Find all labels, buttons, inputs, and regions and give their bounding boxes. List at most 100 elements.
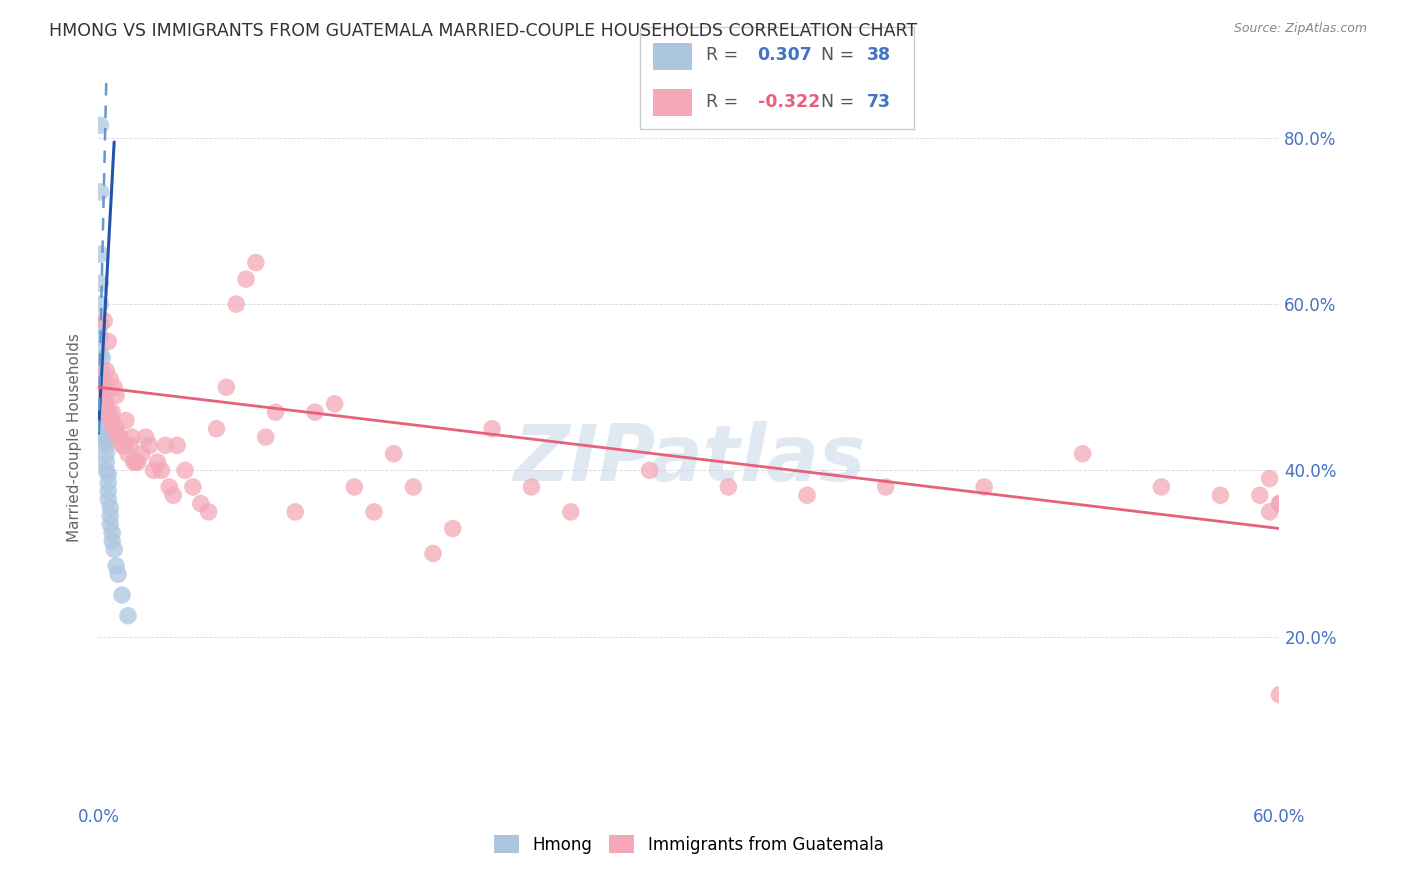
Point [97, 484, 120, 499]
Point [131, 447, 153, 461]
Text: 73: 73 [868, 93, 891, 111]
Text: Source: ZipAtlas.com: Source: ZipAtlas.com [1233, 22, 1367, 36]
Text: HMONG VS IMMIGRANTS FROM GUATEMALA MARRIED-COUPLE HOUSEHOLDS CORRELATION CHART: HMONG VS IMMIGRANTS FROM GUATEMALA MARRI… [49, 22, 917, 40]
Point [422, 546, 444, 560]
Point [284, 505, 307, 519]
Point [264, 405, 287, 419]
Point [108, 430, 131, 444]
Point [875, 480, 897, 494]
Point [93, 397, 115, 411]
Point [91, 380, 114, 394]
Point [1268, 497, 1291, 511]
Point [127, 455, 149, 469]
Point [363, 505, 385, 519]
Point [197, 505, 219, 519]
Point [103, 542, 125, 557]
Point [157, 480, 180, 494]
Y-axis label: Married-couple Households: Married-couple Households [67, 333, 83, 541]
Text: N =: N = [821, 46, 853, 64]
Point [235, 272, 257, 286]
Point [101, 405, 124, 419]
Point [93, 417, 115, 432]
Point [89, 247, 111, 261]
Point [135, 430, 157, 444]
Point [89, 297, 111, 311]
Point [166, 438, 188, 452]
Point [101, 533, 124, 548]
Point [560, 505, 582, 519]
Point [343, 480, 366, 494]
Point [117, 608, 139, 623]
Point [304, 405, 326, 419]
Point [98, 517, 121, 532]
Point [1249, 488, 1271, 502]
Point [105, 558, 128, 573]
Point [101, 413, 124, 427]
Point [155, 438, 177, 452]
Point [98, 509, 121, 524]
Point [118, 438, 141, 452]
Text: ZIPatlas: ZIPatlas [513, 421, 865, 497]
Bar [654, 43, 692, 70]
Point [91, 351, 114, 365]
Point [254, 430, 277, 444]
Point [93, 314, 115, 328]
Point [1258, 505, 1281, 519]
Point [91, 380, 114, 394]
Point [97, 492, 120, 507]
Point [97, 334, 120, 349]
Point [96, 463, 118, 477]
Point [1258, 472, 1281, 486]
Point [717, 480, 740, 494]
Point [89, 185, 111, 199]
Legend: Hmong, Immigrants from Guatemala: Hmong, Immigrants from Guatemala [488, 829, 890, 860]
Point [125, 455, 148, 469]
Point [146, 455, 169, 469]
Point [98, 413, 121, 427]
Point [122, 455, 145, 469]
Point [190, 497, 212, 511]
Point [520, 480, 543, 494]
Point [205, 422, 228, 436]
Point [1150, 480, 1173, 494]
Point [111, 438, 134, 452]
Point [93, 388, 115, 402]
Point [1268, 688, 1291, 702]
Point [323, 397, 346, 411]
Point [105, 388, 128, 402]
Point [162, 488, 184, 502]
Point [98, 500, 121, 515]
Point [103, 380, 125, 394]
Point [96, 455, 118, 469]
Point [97, 467, 120, 482]
Point [96, 438, 118, 452]
Text: N =: N = [821, 93, 853, 111]
Point [97, 405, 120, 419]
Point [96, 397, 118, 411]
Point [1071, 447, 1094, 461]
Point [441, 521, 464, 535]
Point [91, 372, 114, 386]
Point [245, 255, 267, 269]
Point [89, 119, 111, 133]
Point [97, 475, 120, 490]
Point [117, 447, 139, 461]
Text: R =: R = [706, 46, 738, 64]
Point [105, 422, 128, 436]
Point [89, 318, 111, 332]
Point [96, 434, 118, 449]
Text: 0.307: 0.307 [758, 46, 813, 64]
Point [796, 488, 818, 502]
Point [89, 277, 111, 291]
Point [1268, 497, 1291, 511]
Point [973, 480, 995, 494]
Point [225, 297, 247, 311]
Point [93, 430, 115, 444]
Point [89, 330, 111, 344]
Point [103, 422, 125, 436]
Point [382, 447, 405, 461]
Point [1209, 488, 1232, 502]
Text: 38: 38 [868, 46, 891, 64]
Point [638, 463, 661, 477]
Point [150, 463, 173, 477]
